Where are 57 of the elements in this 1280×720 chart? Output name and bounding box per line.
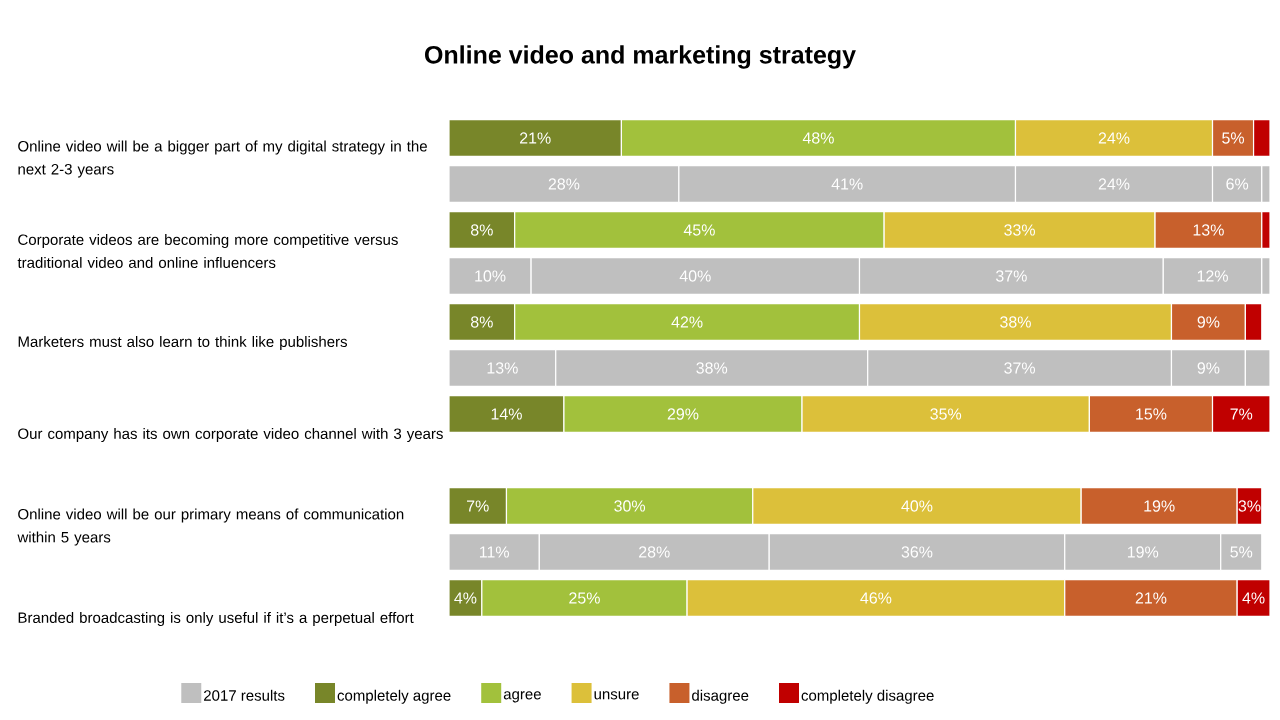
data-label: 21% — [520, 132, 551, 144]
data-label: 36% — [901, 546, 933, 558]
data-label: 19% — [1127, 546, 1159, 558]
y-tick-label: Online video will be a bigger part of my digital strategy in the next 2-3 years — [18, 140, 427, 178]
y-tick-label: Our company has its own corporate video channel with 3 years — [18, 428, 443, 442]
data-label: 8% — [470, 224, 493, 236]
data-label: 41% — [831, 178, 863, 190]
data-label: 15% — [1136, 408, 1167, 420]
data-label: 13% — [487, 362, 518, 374]
y-tick-label: Online video will be our primary means of communication within 5 years — [17, 508, 404, 546]
data-label: 24% — [1098, 178, 1130, 190]
data-label: 38% — [696, 362, 728, 374]
data-label: 10% — [475, 270, 506, 282]
data-label: 24% — [1098, 132, 1130, 144]
data-label: 25% — [569, 592, 600, 604]
data-label: 30% — [614, 500, 646, 512]
data-label: 42% — [671, 316, 703, 328]
data-label: 37% — [995, 270, 1027, 282]
y-tick-label: Branded broadcasting is only useful if it’s a perpetual effort — [18, 612, 414, 626]
data-label: 29% — [667, 408, 699, 420]
data-label: 8% — [470, 316, 493, 328]
legend-label: completely agree — [337, 689, 451, 704]
legend-label: agree — [503, 691, 541, 703]
data-label: 14% — [491, 408, 522, 420]
data-label: 38% — [1000, 316, 1031, 328]
data-label: 40% — [901, 500, 933, 512]
data-label: 7% — [1230, 408, 1253, 420]
data-label: 7% — [466, 500, 489, 512]
data-label: 6% — [1226, 178, 1249, 190]
legend-label: disagree — [692, 689, 749, 704]
data-label: 33% — [1004, 224, 1036, 236]
data-label: 11% — [479, 546, 510, 558]
data-label: 5% — [1222, 132, 1245, 144]
legend-label: completely disagree — [801, 689, 934, 704]
data-label: 12% — [1197, 270, 1228, 282]
data-label: 13% — [1193, 224, 1224, 236]
legend-label: 2017 results — [204, 689, 285, 701]
data-label: 9% — [1197, 362, 1220, 374]
data-label: 3% — [1238, 500, 1261, 512]
data-label: 5% — [1230, 546, 1253, 558]
chart-title: Online video and marketing strategy — [425, 45, 856, 69]
data-label: 21% — [1135, 592, 1167, 604]
data-label: 46% — [860, 592, 892, 604]
y-tick-label: Marketers must also learn to think like publishers — [18, 336, 347, 350]
data-label: 45% — [683, 224, 715, 236]
data-label: 48% — [802, 132, 834, 144]
data-label: 9% — [1197, 316, 1220, 328]
data-label: 4% — [454, 592, 477, 604]
data-label: 19% — [1144, 500, 1175, 512]
data-label: 35% — [930, 408, 962, 420]
legend-label: unsure — [594, 691, 639, 700]
data-label: 4% — [1242, 592, 1265, 604]
data-label: 28% — [639, 546, 670, 558]
data-label: 40% — [679, 270, 711, 282]
y-tick-label: Corporate videos are becoming more competitive versus traditional video and online influencers — [17, 233, 398, 268]
data-label: 37% — [1004, 362, 1036, 374]
data-label: 28% — [548, 178, 580, 190]
